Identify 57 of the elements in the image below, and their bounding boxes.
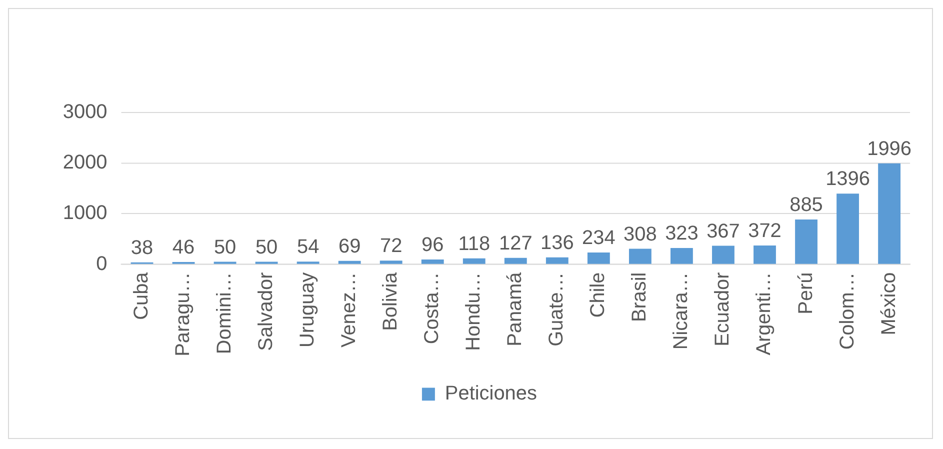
data-label: 69: [338, 235, 361, 258]
legend-label: Peticiones: [444, 382, 537, 405]
bar: [421, 259, 444, 264]
bar: [836, 194, 859, 264]
data-label: 127: [499, 232, 532, 254]
x-tick-label: Uruguay: [296, 272, 319, 348]
bar: [754, 245, 776, 264]
data-label: 72: [380, 235, 402, 258]
bar: [380, 260, 402, 264]
bar: [628, 248, 652, 264]
x-tick-label: Guate…: [546, 272, 568, 346]
y-tick-label: 1000: [62, 202, 108, 224]
bar: [712, 246, 734, 264]
y-tick-label: 0: [96, 252, 108, 275]
x-tick-label: Brasil: [628, 272, 651, 322]
bar: [504, 258, 527, 264]
data-label: 1396: [826, 168, 870, 190]
x-tick-label: Bolivia: [380, 271, 402, 331]
data-label: 50: [214, 236, 236, 258]
data-label: 46: [172, 236, 195, 259]
x-tick-label: Costa…: [421, 272, 444, 344]
y-tick-label: 2000: [62, 152, 108, 174]
data-label: 308: [624, 223, 657, 246]
x-tick-label: Panamá: [504, 271, 526, 346]
data-label: 1996: [867, 138, 912, 160]
data-label: 38: [130, 236, 154, 259]
x-tick-label: Nicara…: [670, 272, 692, 350]
bar: [462, 258, 486, 264]
x-tick-label: Domini…: [214, 272, 236, 354]
bar: [878, 163, 900, 264]
x-tick-label: Argenti…: [753, 272, 776, 356]
x-tick-label: Venez…: [338, 272, 360, 348]
bar: [795, 220, 818, 264]
data-label: 885: [790, 194, 823, 216]
x-tick-label: Paragu…: [172, 272, 194, 356]
x-tick-label: Hondu…: [462, 272, 485, 351]
x-tick-label: Salvador: [255, 272, 278, 351]
x-tick-label: Chile: [587, 272, 610, 318]
x-tick-label: México: [878, 272, 900, 336]
data-label: 54: [296, 236, 320, 258]
data-label: 118: [458, 232, 490, 255]
bar: [670, 248, 693, 264]
data-label: 50: [255, 236, 278, 258]
x-tick-label: Cuba: [130, 271, 153, 320]
y-tick-label: 3000: [62, 101, 108, 123]
data-label: 367: [706, 220, 740, 242]
data-label: 96: [422, 234, 444, 256]
data-label: 136: [540, 232, 574, 254]
data-label: 323: [665, 222, 698, 245]
x-tick-label: Colom…: [836, 272, 858, 350]
data-label: 234: [582, 227, 616, 250]
data-label: 372: [748, 220, 782, 242]
bar: [546, 257, 568, 264]
bar: [587, 252, 610, 264]
x-tick-label: Ecuador: [712, 272, 734, 346]
x-tick-label: Perú: [794, 272, 817, 314]
bar: [338, 260, 361, 264]
